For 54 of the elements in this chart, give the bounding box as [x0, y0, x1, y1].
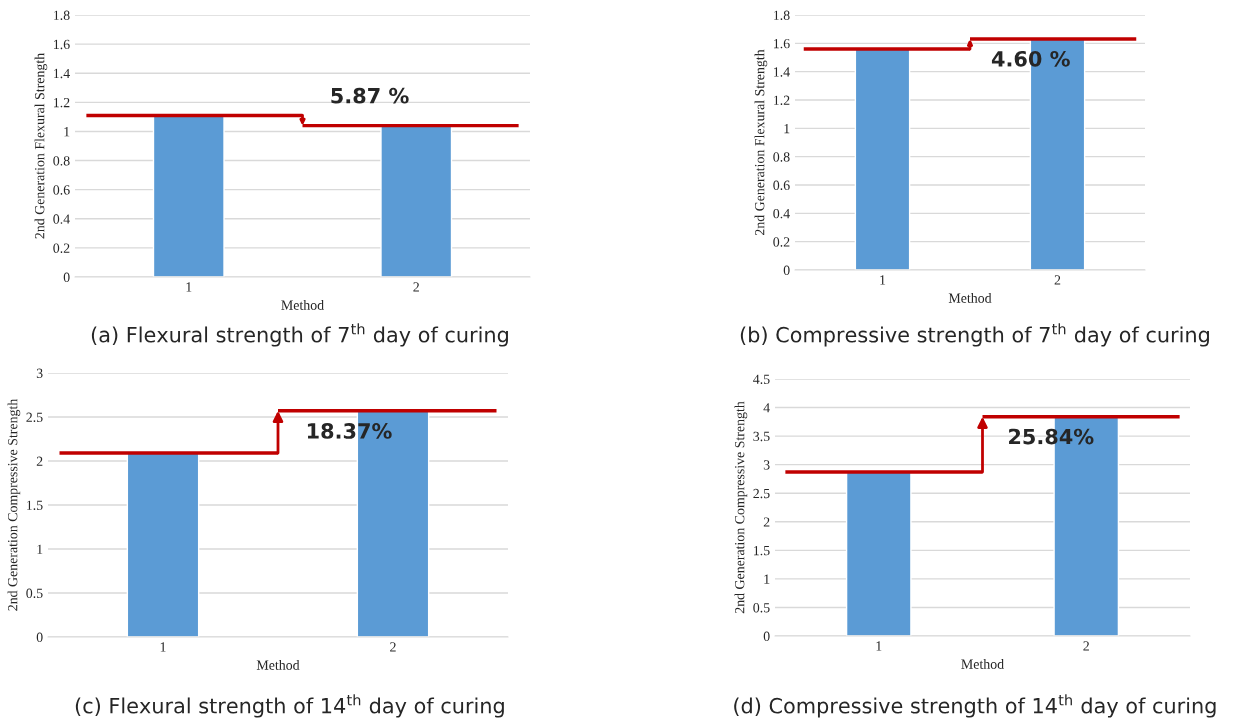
x-tick-label: 2	[390, 642, 396, 652]
y-tick-label: 0.5	[26, 588, 43, 599]
y-tick-label: 1.2	[774, 95, 790, 106]
y-tick-label: 4.5	[753, 374, 770, 385]
text: (b) Compressive strength of 7$^{th}$ day of curing	[740, 323, 1209, 347]
text: (c) Flexural strength of 14$^{th}$ day of curing	[75, 694, 504, 718]
y-tick-label: 0.4	[53, 214, 70, 224]
y-tick-label: 0.2	[53, 243, 70, 253]
y-tick-label: 0.6	[53, 185, 70, 195]
y-tick-label: 1.6	[774, 38, 790, 49]
text: (d) Compressive strength of 14$^{th}$ day of curing	[734, 694, 1216, 718]
y-axis-title: 2nd Generation Compressive Strength	[7, 398, 21, 611]
x-axis-title: Method	[256, 660, 300, 670]
y-tick-label: 2	[36, 456, 43, 466]
y-tick-label: 1.4	[774, 67, 790, 77]
y-tick-label: 0.8	[773, 152, 790, 162]
x-axis-title: Method	[948, 293, 992, 303]
y-tick-label: 1.5	[754, 545, 770, 556]
y-tick-label: 2.5	[753, 488, 770, 499]
y-tick-label: 1.5	[27, 500, 43, 511]
y-tick-label: 1.2	[54, 97, 70, 108]
y-tick-label: 0.8	[53, 156, 70, 166]
y-tick-label: 1.4	[54, 68, 70, 79]
y-tick-label: 0.6	[773, 180, 790, 191]
y-tick-label: 0.4	[773, 208, 790, 219]
y-tick-label: 3	[36, 368, 43, 378]
x-axis-title: Method	[961, 659, 1004, 669]
y-axis-title: 2nd Generation Flexural Strength	[754, 49, 768, 236]
y-tick-label: 0	[36, 632, 43, 642]
y-tick-label: 1	[764, 574, 770, 584]
annotation: 5.87 %	[331, 87, 409, 104]
y-tick-label: 1	[784, 123, 790, 134]
y-tick-label: 4	[763, 403, 770, 413]
x-tick-label: 2	[1083, 641, 1089, 651]
y-tick-label: 0	[63, 272, 70, 282]
y-tick-label: 1	[64, 127, 70, 137]
y-tick-label: 1.6	[54, 39, 70, 50]
y-tick-label: 2.5	[26, 412, 43, 423]
y-tick-label: 1	[37, 544, 43, 554]
y-tick-label: 3	[763, 460, 770, 470]
y-tick-label: 0	[783, 265, 790, 275]
y-tick-label: 0.5	[753, 603, 770, 613]
x-tick-label: 1	[160, 642, 166, 652]
text: (a) Flexural strength of 7$^{th}$ day of curing	[91, 323, 508, 347]
x-axis-title: Method	[281, 300, 324, 310]
y-tick-label: 1.8	[774, 10, 790, 21]
y-axis-title: 2nd Generation Compressive Strength	[734, 401, 748, 614]
y-tick-label: 0.2	[773, 237, 790, 247]
y-tick-label: 1.8	[54, 10, 70, 21]
y-tick-label: 0	[763, 631, 770, 641]
y-axis-title: 2nd Generation Flexural Strength	[34, 53, 48, 239]
y-tick-label: 2	[763, 517, 770, 527]
x-tick-label: 1	[876, 641, 882, 651]
y-tick-label: 3.5	[753, 431, 770, 442]
